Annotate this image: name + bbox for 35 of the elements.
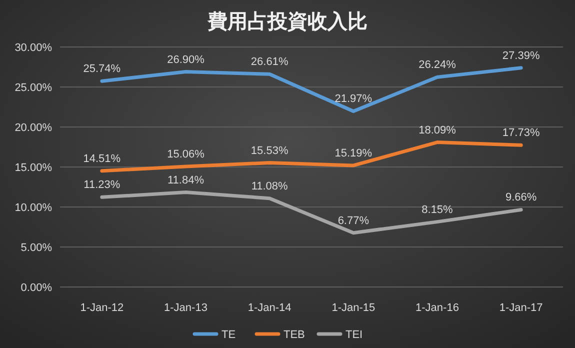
data-label: 15.06%	[167, 148, 205, 161]
legend-label: TE	[222, 329, 236, 341]
data-label: 26.61%	[250, 56, 288, 68]
data-label: 15.53%	[250, 144, 288, 157]
data-label: 11.23%	[84, 179, 120, 192]
x-tick-label: 1-Jan-14	[248, 302, 292, 314]
chart-title: 費用占投資收入比	[206, 9, 368, 33]
data-label: 15.19%	[334, 147, 372, 160]
x-tick-label: 1-Jan-13	[164, 302, 208, 314]
legend-label: TEI	[346, 329, 363, 341]
y-tick-label: 15.00%	[14, 162, 52, 174]
legend-label: TEB	[284, 329, 305, 341]
data-label: 14.51%	[83, 152, 121, 165]
data-label: 21.97%	[334, 93, 372, 106]
data-label: 9.66%	[505, 192, 537, 204]
data-label: 18.09%	[418, 124, 456, 136]
y-tick-label: 10.00%	[14, 202, 52, 214]
data-label: 26.90%	[167, 54, 205, 66]
x-tick-label: 1-Jan-16	[416, 302, 459, 314]
data-label: 25.74%	[83, 63, 121, 76]
y-tick-label: 20.00%	[14, 122, 52, 134]
x-tick-label: 1-Jan-17	[499, 302, 543, 314]
y-tick-label: 5.00%	[20, 242, 52, 254]
data-label: 26.24%	[418, 59, 456, 72]
data-label: 27.39%	[502, 50, 540, 62]
y-tick-label: 25.00%	[14, 82, 52, 94]
y-tick-label: 30.00%	[14, 42, 52, 54]
data-label: 17.73%	[502, 127, 540, 140]
x-tick-label: 1-Jan-15	[332, 302, 376, 314]
y-tick-label: 0.00%	[20, 282, 52, 294]
data-label: 11.84%	[168, 174, 204, 186]
data-label: 6.77%	[338, 214, 370, 227]
data-label: 11.08%	[251, 180, 288, 192]
x-tick-label: 1-Jan-12	[80, 302, 124, 314]
data-label: 8.15%	[422, 204, 454, 216]
